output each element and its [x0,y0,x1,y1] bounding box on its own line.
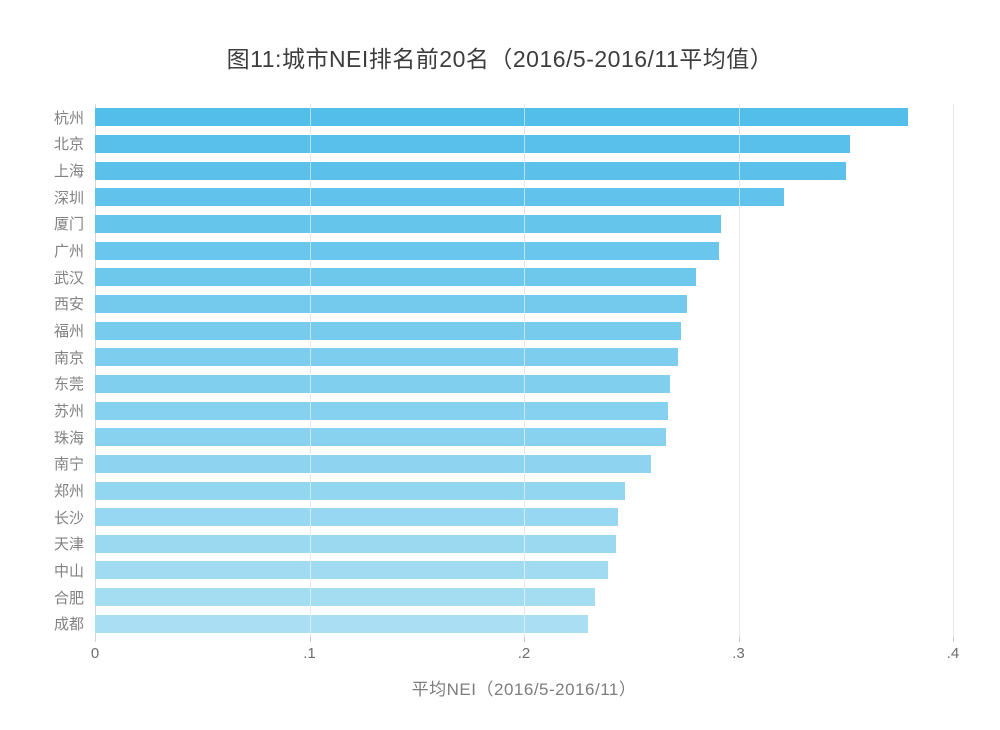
bar [95,508,619,527]
bar-row: 上海 [0,157,953,184]
bar [95,428,666,447]
bar-row: 东莞 [0,371,953,398]
city-label: 福州 [53,323,84,341]
bar-track [95,264,953,291]
bar-row: 苏州 [0,397,953,424]
bar [95,294,688,313]
bar [95,241,720,260]
bar-track [95,371,953,398]
city-label: 杭州 [53,109,84,127]
city-label: 厦门 [53,216,84,234]
bar-row: 郑州 [0,477,953,504]
bar [95,561,608,580]
bar-track [95,424,953,451]
city-label: 北京 [53,136,84,154]
bar [95,188,784,207]
y-axis-line [95,104,96,642]
bar-track [95,531,953,558]
bar-track [95,104,953,131]
bar-row: 厦门 [0,211,953,238]
x-tick-label: .3 [732,645,745,662]
city-label: 西安 [53,296,84,314]
bar-row: 珠海 [0,424,953,451]
bar-track [95,237,953,264]
city-label: 天津 [53,536,84,554]
bar [95,321,681,340]
bar [95,134,851,153]
city-label: 珠海 [53,429,84,447]
bar-row: 天津 [0,531,953,558]
bar [95,161,846,180]
x-axis-title: 平均NEI（2016/5-2016/11） [411,680,637,699]
bar [95,374,670,393]
bar-track [95,397,953,424]
bar-track [95,184,953,211]
bar-row: 成都 [0,610,953,637]
chart-title: 图11:城市NEI排名前20名（2016/5-2016/11平均值） [226,46,774,72]
bar-rows: 杭州北京上海深圳厦门广州武汉西安福州南京东莞苏州珠海南宁郑州长沙天津中山合肥成都 [0,104,953,637]
bar-track [95,211,953,238]
city-label: 南宁 [53,456,84,474]
bar [95,614,589,633]
bar-row: 深圳 [0,184,953,211]
city-label: 东莞 [53,376,84,394]
bar-row: 西安 [0,291,953,318]
bar-row: 合肥 [0,584,953,611]
bar-row: 长沙 [0,504,953,531]
bar-track [95,317,953,344]
bar-track [95,504,953,531]
bar-track [95,344,953,371]
bar [95,588,595,607]
x-tick-label: 0 [90,645,100,662]
bar-row: 福州 [0,317,953,344]
x-tick-label: .2 [517,645,531,662]
city-label: 合肥 [53,589,84,607]
city-label: 中山 [53,562,84,580]
bar-row: 北京 [0,131,953,158]
city-label: 苏州 [53,403,84,421]
city-label: 成都 [53,616,84,634]
city-label: 长沙 [53,509,84,527]
city-label: 上海 [53,163,84,181]
bar-track [95,610,953,637]
bar [95,348,679,367]
x-tick-label: .1 [303,645,316,662]
bar [95,481,625,500]
bar [95,108,908,127]
bar-row: 杭州 [0,104,953,131]
city-label: 郑州 [53,483,84,501]
bar-track [95,557,953,584]
gridline [953,104,954,642]
gridline-highlight [953,104,954,637]
bar-row: 武汉 [0,264,953,291]
bar-row: 南京 [0,344,953,371]
bar-track [95,131,953,158]
bar [95,401,668,420]
city-label: 武汉 [53,269,84,287]
city-label: 南京 [53,349,84,367]
bar [95,534,617,553]
bar-row: 中山 [0,557,953,584]
bar [95,268,696,287]
bar [95,454,651,473]
city-label: 深圳 [53,189,84,207]
bar-row: 南宁 [0,451,953,478]
bar [95,214,722,233]
bar-track [95,157,953,184]
bar-track [95,477,953,504]
x-tick-label: .4 [946,645,960,662]
city-label: 广州 [53,243,84,261]
bar-track [95,451,953,478]
bar-track [95,584,953,611]
bar-track [95,291,953,318]
bar-row: 广州 [0,237,953,264]
